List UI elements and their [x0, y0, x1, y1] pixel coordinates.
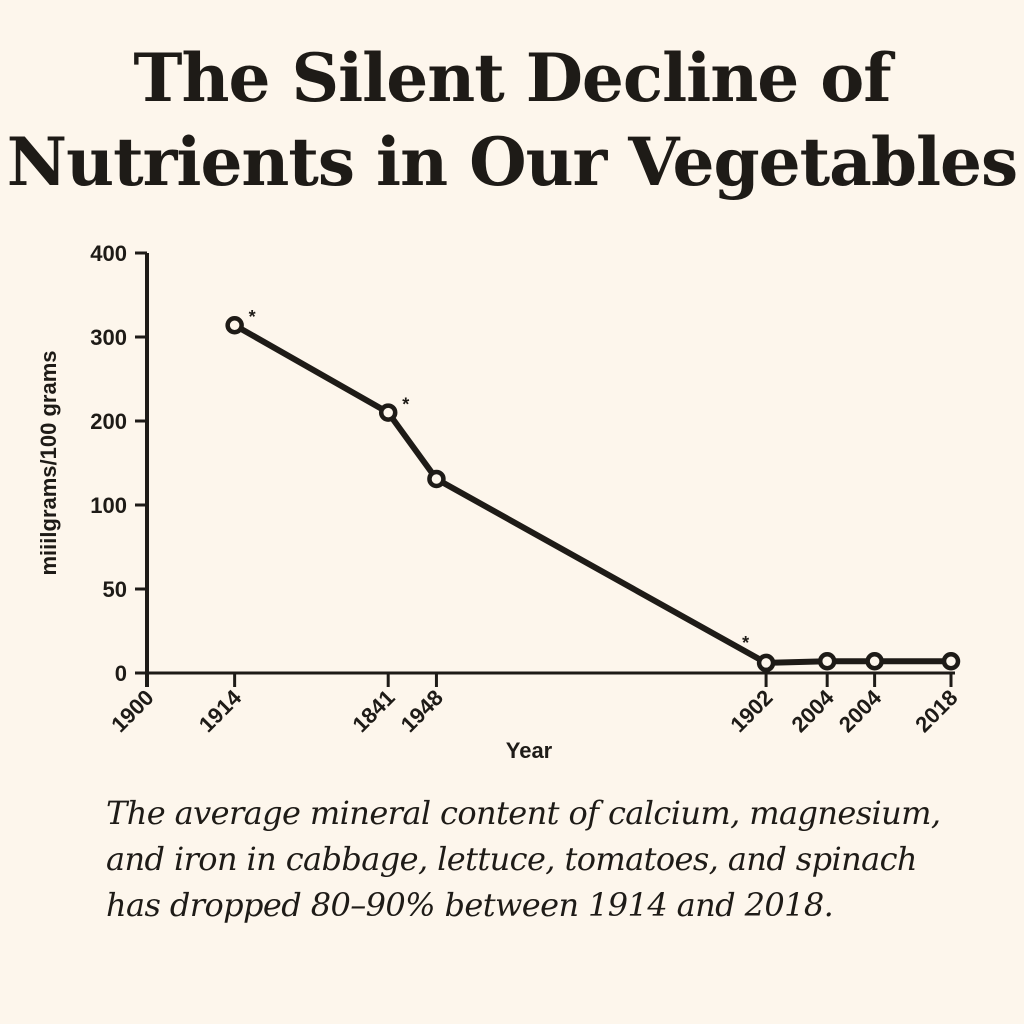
data-point — [865, 651, 884, 671]
x-tick-label: 2018 — [910, 685, 962, 737]
y-tick-label: 100 — [90, 493, 127, 518]
x-axis-title: Year — [506, 738, 553, 763]
y-tick-label: 0 — [115, 661, 127, 686]
series-line-group: * * * — [225, 307, 961, 673]
axes — [135, 253, 955, 687]
data-point — [378, 403, 398, 422]
caption-line-2: and iron in cabbage, lettuce, tomatoes, … — [106, 840, 918, 878]
data-point — [427, 469, 446, 489]
x-tick-label: 1902 — [725, 685, 777, 737]
data-point-asterisk: * — [742, 633, 749, 653]
data-point — [756, 653, 776, 673]
y-tick-label: 300 — [90, 325, 127, 350]
y-tick-label: 200 — [90, 409, 127, 434]
caption-line-1: The average mineral content of calcium, … — [106, 794, 941, 832]
x-tick-label: 1900 — [106, 685, 158, 737]
data-point — [941, 651, 961, 671]
x-tick-label: 2004 — [834, 684, 887, 737]
data-point — [225, 315, 244, 335]
x-tick-label: 1841 — [347, 685, 399, 737]
chart-caption: The average mineral content of calcium, … — [106, 790, 986, 928]
title-line-2: Nutrients in Our Vegetables — [6, 123, 1018, 201]
caption-line-3: has dropped 80–90% between 1914 and 2018… — [106, 886, 834, 924]
title-line-1: The Silent Decline of — [133, 39, 891, 117]
y-axis-ticks: 0 50 100 200 300 400 — [90, 241, 147, 686]
y-tick-label: 400 — [90, 241, 127, 266]
series-line — [233, 322, 951, 666]
x-tick-label: 1914 — [194, 684, 247, 737]
chart-title: The Silent Decline of Nutrients in Our V… — [0, 36, 1024, 204]
y-axis-title: miiilgrams/100 grams — [36, 350, 61, 575]
data-point — [817, 651, 837, 671]
y-tick-label: 50 — [103, 577, 127, 602]
x-tick-label: 2004 — [786, 684, 839, 737]
x-tick-label: 1948 — [396, 685, 448, 737]
data-point-asterisk: * — [249, 307, 256, 327]
data-point-asterisk: * — [402, 395, 409, 415]
